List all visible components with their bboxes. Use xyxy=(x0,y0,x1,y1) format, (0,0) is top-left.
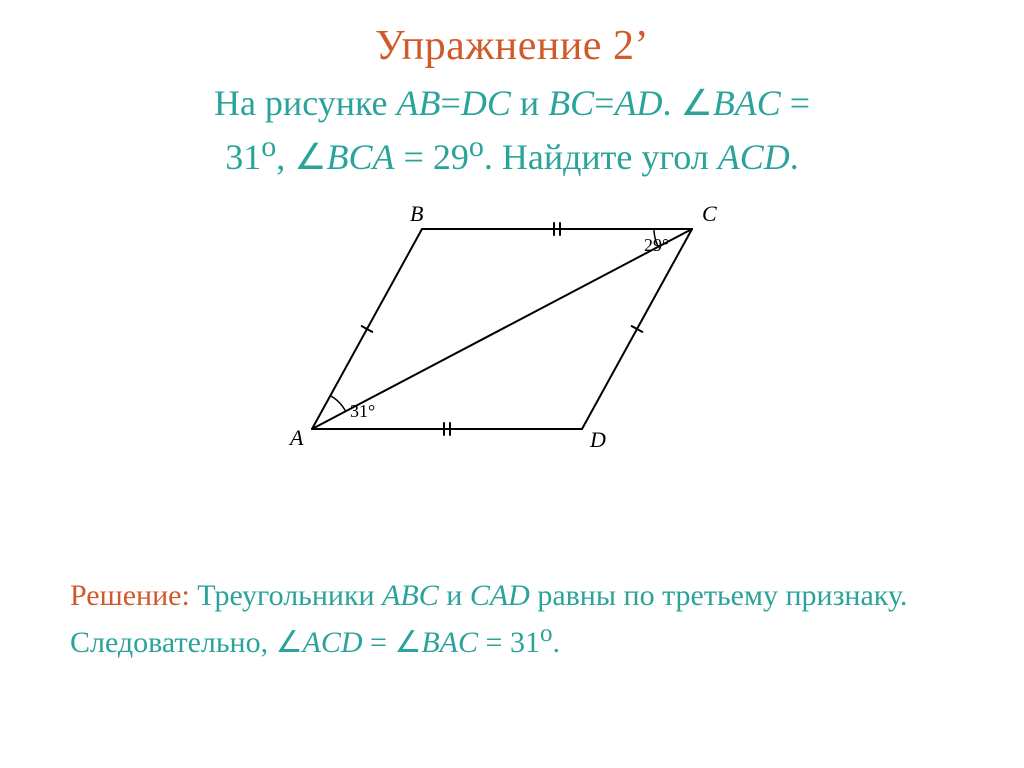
and: и xyxy=(511,83,548,123)
svg-text:31°: 31° xyxy=(350,401,375,421)
deg: о xyxy=(469,130,484,163)
eq: = xyxy=(594,83,614,123)
val-31: 31 xyxy=(510,626,540,659)
tri-cad: CAD xyxy=(470,579,530,612)
comma: , xyxy=(276,137,294,177)
angle-bac: BAC xyxy=(713,83,781,123)
eq: = xyxy=(395,137,433,177)
sol-text: и xyxy=(439,579,470,612)
find-text: Найдите угол xyxy=(502,137,718,177)
angle-acd: ACD xyxy=(718,137,790,177)
angle-symbol: ∠ xyxy=(276,626,303,659)
solution-block: Решение: Треугольники ABC и CAD равны по… xyxy=(0,558,1024,663)
seg-ad: AD xyxy=(614,83,662,123)
problem-text: На рисунке xyxy=(214,83,397,123)
svg-text:B: B xyxy=(410,201,423,226)
seg-ab: AB xyxy=(397,83,441,123)
deg: о xyxy=(540,620,553,647)
svg-text:29°: 29° xyxy=(644,235,669,255)
seg-dc: DC xyxy=(461,83,511,123)
eq: = xyxy=(781,83,810,123)
angle-symbol: ∠ xyxy=(294,137,326,177)
svg-text:A: A xyxy=(288,425,304,450)
seg-bc: BC xyxy=(548,83,594,123)
parallelogram-diagram: 31° 29° A B C D xyxy=(272,189,752,469)
tri-abc: ABC xyxy=(382,579,439,612)
eq: = xyxy=(478,626,510,659)
sol-text: Треугольники xyxy=(190,579,382,612)
angle-symbol: ∠ xyxy=(680,83,712,123)
problem-statement: На рисунке AB=DC и BC=AD. ∠BAC = 31о, ∠B… xyxy=(0,70,1024,181)
angle-symbol: ∠ xyxy=(394,626,421,659)
dot: . xyxy=(552,626,560,659)
angle-bca: BCA xyxy=(327,137,395,177)
solution-label: Решение: xyxy=(70,579,190,612)
angle-bac: BAC xyxy=(421,626,478,659)
deg: о xyxy=(261,130,276,163)
angle-acd: ACD xyxy=(303,626,363,659)
eq: = xyxy=(363,626,395,659)
dot: . xyxy=(790,137,799,177)
val-29: 29 xyxy=(433,137,469,177)
eq: = xyxy=(441,83,461,123)
svg-text:D: D xyxy=(589,427,606,452)
diagram-container: 31° 29° A B C D xyxy=(0,181,1024,469)
solution-body-wrap: Треугольники ABC и CAD равны по третьему… xyxy=(70,579,907,659)
dot: . xyxy=(484,137,502,177)
svg-text:C: C xyxy=(702,201,717,226)
val-31: 31 xyxy=(225,137,261,177)
slide-title: Упражнение 2’ xyxy=(0,0,1024,70)
slide: Упражнение 2’ На рисунке AB=DC и BC=AD. … xyxy=(0,0,1024,768)
dot: . xyxy=(662,83,680,123)
